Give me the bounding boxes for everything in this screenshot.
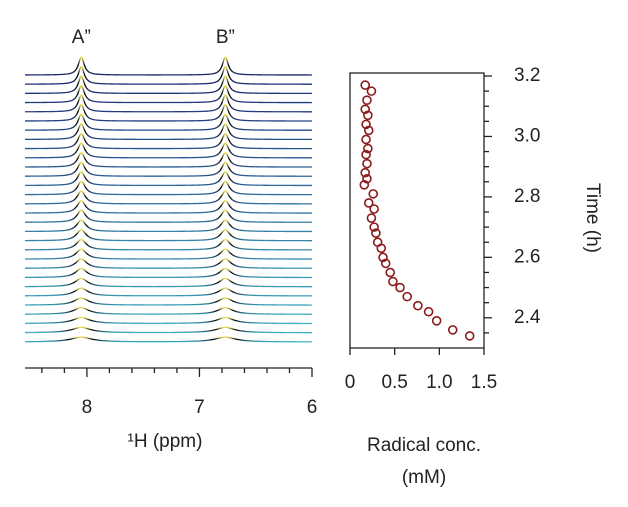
data-point bbox=[366, 213, 377, 223]
spectrum-trace bbox=[25, 180, 312, 196]
data-point bbox=[360, 80, 370, 90]
data-point bbox=[363, 125, 374, 136]
data-point bbox=[359, 180, 370, 190]
data-point bbox=[362, 158, 372, 169]
spectrum-trace bbox=[24, 336, 313, 343]
y-tick-label: 2.8 bbox=[514, 186, 540, 207]
x-tick-label: 0 bbox=[345, 372, 356, 393]
data-point bbox=[413, 300, 423, 311]
spectrum-trace bbox=[24, 103, 312, 122]
data-point bbox=[363, 198, 374, 208]
data-point bbox=[369, 222, 379, 232]
y-tick-label: 3.0 bbox=[514, 125, 540, 146]
spectrum-trace bbox=[24, 219, 312, 233]
peak-label: B” bbox=[216, 27, 235, 48]
x-tick-label: 1.5 bbox=[471, 372, 497, 393]
x-tick-label: 1.0 bbox=[426, 372, 452, 393]
data-point bbox=[362, 95, 372, 105]
spectrum-trace bbox=[24, 316, 312, 325]
spectrum-trace bbox=[24, 238, 313, 251]
data-point bbox=[378, 252, 388, 263]
spectrum-trace bbox=[24, 190, 312, 205]
data-point bbox=[360, 104, 370, 115]
spectrum-trace bbox=[25, 306, 313, 315]
spectrum-trace bbox=[25, 142, 312, 159]
data-point bbox=[423, 306, 434, 317]
spectrum-trace bbox=[24, 277, 312, 288]
spectrum-trace bbox=[24, 248, 312, 260]
y-tick-label: 2.6 bbox=[514, 246, 540, 267]
data-point bbox=[395, 282, 405, 293]
plot-frame bbox=[349, 72, 485, 349]
data-point bbox=[371, 228, 381, 238]
data-point bbox=[368, 189, 379, 199]
data-point bbox=[369, 204, 379, 214]
y-tick-label: 2.4 bbox=[514, 307, 541, 328]
data-point bbox=[361, 149, 371, 160]
data-point bbox=[431, 316, 442, 326]
data-point bbox=[361, 119, 371, 130]
data-point bbox=[447, 325, 458, 335]
spectrum-trace bbox=[25, 209, 312, 223]
spectrum-trace bbox=[25, 65, 312, 85]
x-axis-label: ¹H (ppm) bbox=[128, 431, 203, 452]
spectrum-trace bbox=[24, 122, 312, 141]
data-point bbox=[366, 86, 377, 96]
data-point bbox=[380, 258, 391, 269]
x-axis-label: Radical conc. bbox=[367, 435, 481, 456]
spectrum-trace bbox=[25, 258, 312, 269]
data-point bbox=[402, 291, 412, 302]
data-point bbox=[388, 276, 398, 287]
spectrum-trace bbox=[25, 94, 312, 113]
data-point bbox=[363, 110, 373, 121]
data-point bbox=[376, 243, 387, 254]
spectrum-trace bbox=[24, 229, 312, 242]
spectrum-trace bbox=[25, 161, 312, 177]
spectrum-trace bbox=[25, 132, 312, 150]
spectrum-trace bbox=[25, 287, 312, 297]
spectrum-trace bbox=[25, 75, 312, 95]
spectrum-trace bbox=[24, 84, 312, 104]
spectrum-trace bbox=[25, 171, 312, 187]
y-tick-label: 3.2 bbox=[514, 65, 540, 86]
spectrum-trace bbox=[25, 151, 312, 168]
x-tick-label: 8 bbox=[82, 397, 93, 418]
data-point bbox=[363, 143, 373, 154]
x-tick-label: 0.5 bbox=[381, 372, 407, 393]
x-tick-label: 7 bbox=[194, 397, 205, 418]
data-point bbox=[464, 331, 475, 341]
x-axis-label: (mM) bbox=[402, 467, 446, 488]
data-point bbox=[385, 267, 396, 278]
y-axis-label: Time (h) bbox=[582, 183, 603, 253]
data-point bbox=[361, 134, 371, 145]
x-tick-label: 6 bbox=[307, 397, 318, 418]
data-point bbox=[360, 167, 370, 178]
spectrum-trace bbox=[25, 326, 312, 334]
peak-label: A” bbox=[72, 27, 91, 48]
spectrum-trace bbox=[25, 199, 312, 214]
spectrum-trace bbox=[25, 56, 312, 76]
spectrum-trace bbox=[24, 297, 312, 306]
spectrum-trace bbox=[25, 113, 313, 131]
data-point bbox=[362, 173, 372, 184]
spectrum-trace bbox=[25, 267, 312, 279]
